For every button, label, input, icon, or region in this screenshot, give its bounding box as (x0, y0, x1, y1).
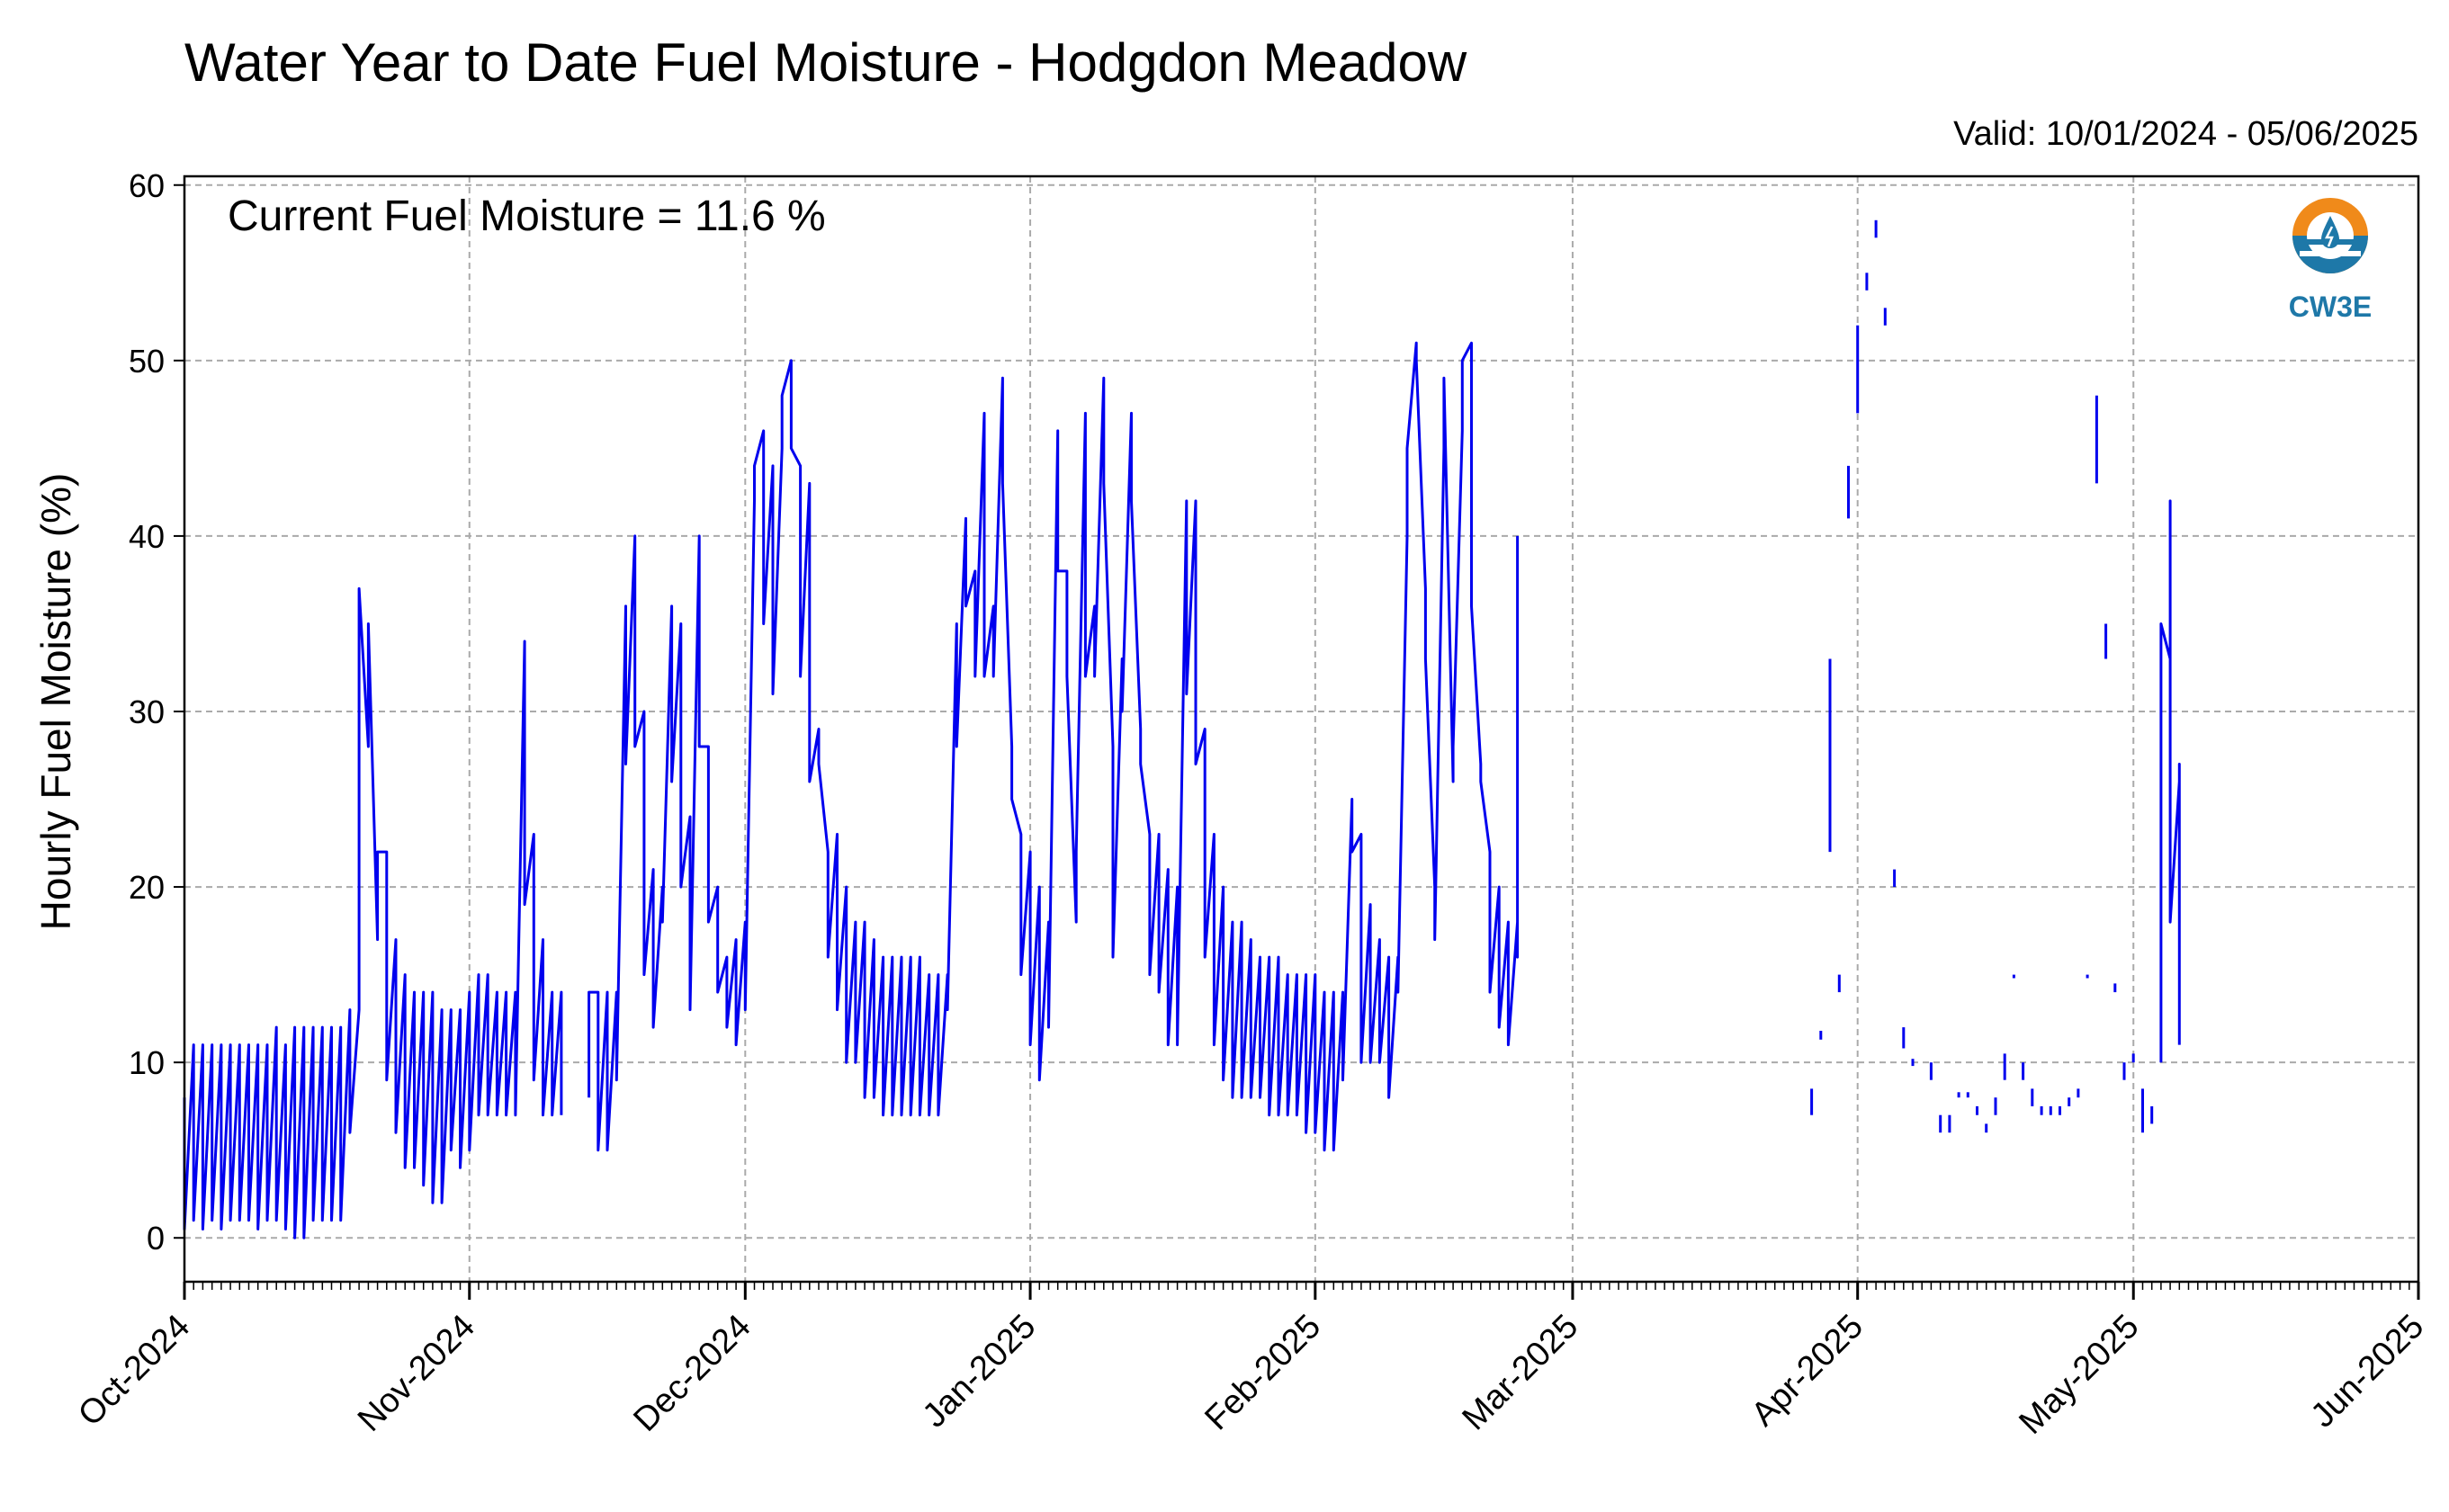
x-tick-label: Dec-2024 (626, 1308, 758, 1439)
y-tick-label: 0 (147, 1220, 165, 1257)
x-tick-label: Mar-2025 (1456, 1308, 1586, 1438)
x-tick-label: Oct-2024 (71, 1308, 197, 1434)
axes (174, 174, 2420, 1300)
series-line-segment (183, 586, 563, 1239)
y-axis-label: Hourly Fuel Moisture (%) (32, 473, 79, 931)
grid (184, 176, 2418, 1282)
plot-frame (183, 174, 2420, 1284)
fuel-moisture-series (183, 219, 2181, 1239)
chart-title: Water Year to Date Fuel Moisture - Hodgd… (184, 32, 1467, 93)
x-tick-label: Feb-2025 (1198, 1308, 1328, 1438)
y-tick-label: 10 (129, 1044, 165, 1081)
x-tick-label: Jun-2025 (2304, 1308, 2432, 1436)
y-tick-label: 40 (129, 518, 165, 555)
x-minor-ticks (184, 1282, 2419, 1290)
x-tick-label: May-2025 (2012, 1308, 2146, 1442)
x-tick-label: Apr-2025 (1745, 1308, 1870, 1434)
y-tick-label: 60 (129, 167, 165, 204)
y-tick-label: 50 (129, 343, 165, 380)
y-tick-label: 30 (129, 693, 165, 730)
logo-droplet-icon (2292, 198, 2368, 273)
x-tick-label: Nov-2024 (351, 1308, 482, 1439)
valid-date-range: Valid: 10/01/2024 - 05/06/2025 (1953, 115, 2418, 153)
cw3e-logo: CW3E (2289, 198, 2372, 323)
logo-text: CW3E (2289, 291, 2372, 323)
x-tick-label: Jan-2025 (916, 1308, 1044, 1436)
series-line-segment (2159, 499, 2181, 1063)
series-line-segment (588, 341, 1520, 1152)
current-fuel-moisture-annotation: Current Fuel Moisture = 11.6 % (228, 192, 826, 240)
y-tick-label: 20 (129, 869, 165, 906)
tick-labels: 0 10 20 30 40 50 60 Oct-2024 Nov-2024 Dec-2024 Jan… (71, 167, 2431, 1442)
